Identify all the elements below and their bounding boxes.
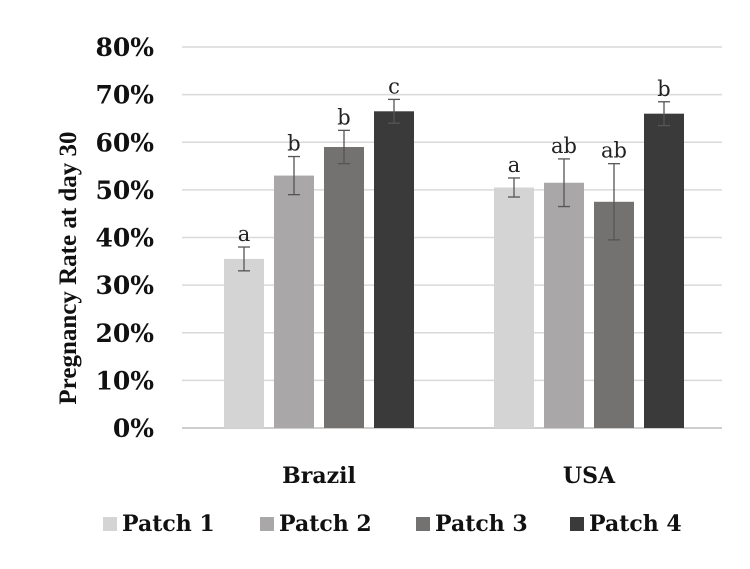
legend-label: Patch 2 [279, 511, 372, 537]
bar [374, 111, 414, 428]
legend-item: Patch 2 [260, 511, 372, 537]
error-bar [608, 163, 620, 241]
significance-letter: a [508, 153, 521, 177]
legend-item: Patch 3 [416, 511, 528, 537]
significance-letter: b [337, 105, 350, 129]
error-bars [238, 98, 670, 272]
x-category-label: USA [563, 463, 616, 489]
y-tick-label: 80% [95, 33, 154, 62]
gridlines [182, 46, 722, 429]
error-bar [508, 177, 520, 198]
significance-letter: ab [551, 134, 577, 158]
error-bar [658, 101, 670, 127]
significance-letter: a [238, 222, 251, 246]
x-axis-category-labels: Brazil USA [282, 463, 616, 489]
bars [224, 111, 684, 429]
legend-item: Patch 4 [570, 511, 682, 537]
significance-letter: ab [601, 139, 627, 163]
legend-label: Patch 3 [435, 511, 528, 537]
legend-item: Patch 1 [103, 511, 215, 537]
x-category-label: Brazil [282, 463, 356, 489]
error-bar [558, 158, 570, 208]
error-bar [338, 129, 350, 165]
legend-swatch [416, 517, 430, 531]
y-tick-label: 0% [113, 414, 154, 443]
significance-letter: b [287, 132, 300, 156]
y-tick-label: 10% [95, 366, 154, 395]
error-bar [238, 246, 250, 272]
bar [494, 187, 534, 428]
y-tick-label: 20% [95, 319, 154, 348]
error-bar [288, 155, 300, 196]
y-tick-label: 40% [95, 224, 154, 253]
bar [644, 113, 684, 429]
bar [324, 147, 364, 428]
bar [224, 258, 264, 428]
significance-letter: b [657, 77, 670, 101]
y-tick-label: 70% [95, 81, 154, 110]
y-tick-label: 50% [95, 176, 154, 205]
error-bar [388, 98, 400, 124]
y-tick-label: 60% [95, 128, 154, 157]
legend-swatch [260, 517, 274, 531]
legend-label: Patch 4 [589, 511, 682, 537]
bar [544, 182, 584, 428]
legend-swatch [570, 517, 584, 531]
bar [274, 175, 314, 428]
legend-swatch [103, 517, 117, 531]
legend: Patch 1 Patch 2 Patch 3 Patch 4 [103, 511, 682, 537]
y-axis-label: Pregnancy Rate at day 30 [55, 131, 82, 404]
legend-label: Patch 1 [122, 511, 215, 537]
y-tick-label: 30% [95, 271, 154, 300]
significance-letter: c [388, 74, 400, 98]
y-axis-tick-labels: 0% 10% 20% 30% 40% 50% 60% 70% 80% [95, 33, 154, 443]
